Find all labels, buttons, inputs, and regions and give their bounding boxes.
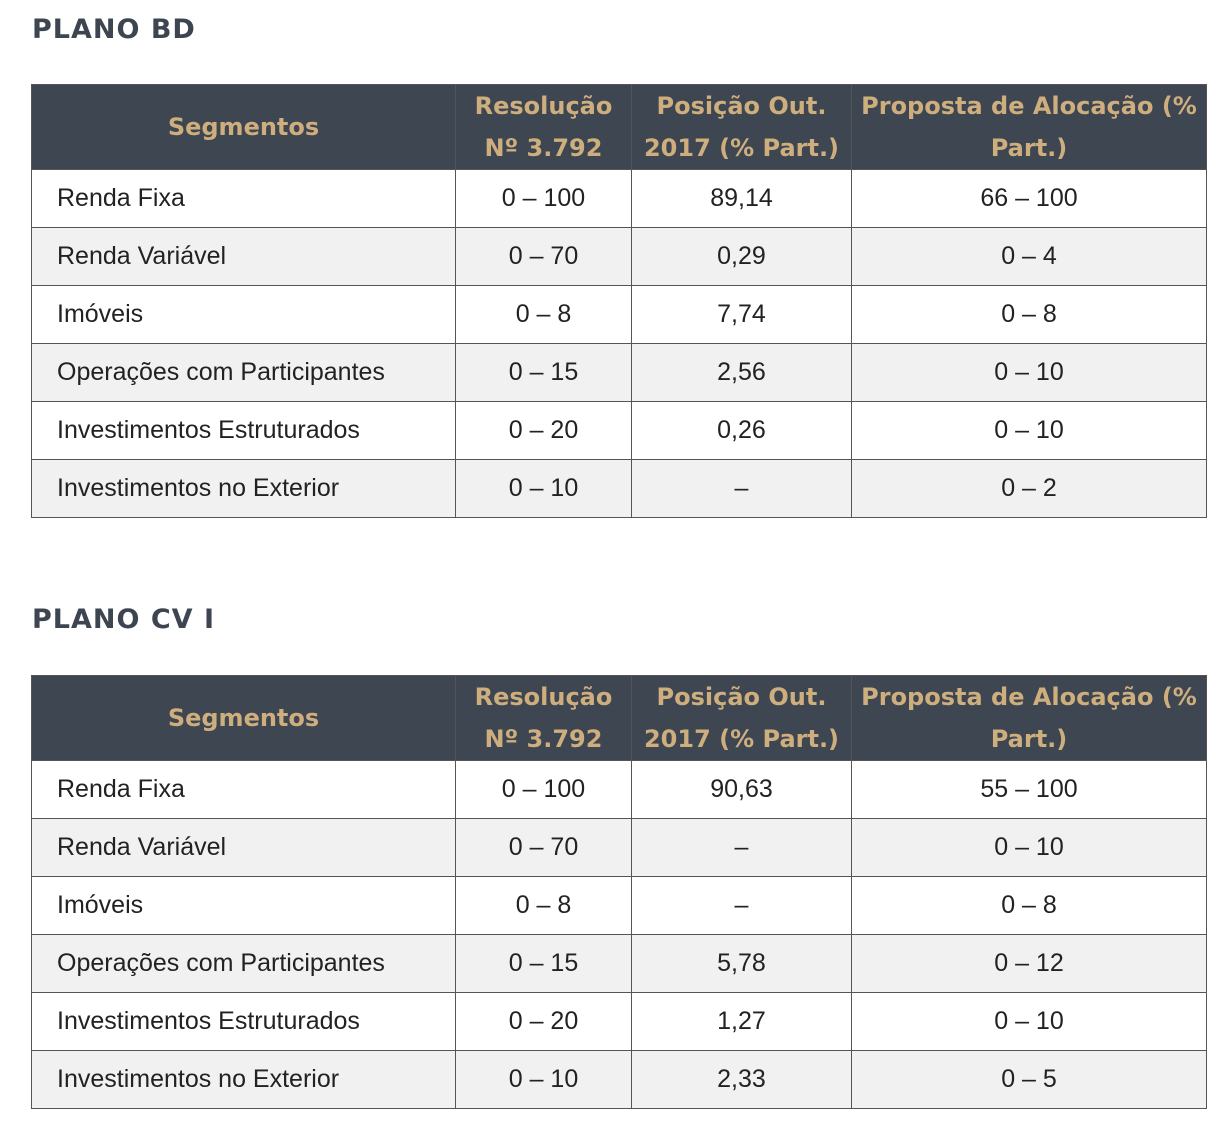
allocation-table-plano-bd: Segmentos Resolução Nº 3.792 Posição Out…	[31, 84, 1207, 518]
cell-proposta: 0 – 10	[851, 992, 1207, 1051]
table-row: Renda Fixa 0 – 100 89,14 66 – 100	[31, 169, 1207, 228]
cell-resolucao: 0 – 15	[455, 343, 632, 402]
cell-posicao: 89,14	[631, 169, 852, 228]
cell-proposta: 0 – 2	[851, 459, 1207, 518]
table-header-row: Segmentos Resolução Nº 3.792 Posição Out…	[31, 675, 1207, 761]
cell-resolucao: 0 – 10	[455, 459, 632, 518]
cell-posicao: –	[631, 818, 852, 877]
cell-posicao: 0,29	[631, 227, 852, 286]
cell-posicao: 2,56	[631, 343, 852, 402]
cell-resolucao: 0 – 20	[455, 992, 632, 1051]
cell-segment: Operações com Participantes	[31, 934, 456, 993]
cell-resolucao: 0 – 100	[455, 169, 632, 228]
table-row: Renda Fixa 0 – 100 90,63 55 – 100	[31, 760, 1207, 819]
cell-posicao: –	[631, 459, 852, 518]
cell-proposta: 55 – 100	[851, 760, 1207, 819]
cell-segment: Operações com Participantes	[31, 343, 456, 402]
header-segmentos: Segmentos	[31, 84, 456, 170]
section-title-plano-bd: PLANO BD	[32, 14, 196, 45]
cell-proposta: 0 – 12	[851, 934, 1207, 993]
cell-proposta: 0 – 8	[851, 876, 1207, 935]
cell-segment: Imóveis	[31, 876, 456, 935]
cell-resolucao: 0 – 70	[455, 818, 632, 877]
cell-resolucao: 0 – 100	[455, 760, 632, 819]
header-resolucao: Resolução Nº 3.792	[455, 675, 632, 761]
cell-proposta: 66 – 100	[851, 169, 1207, 228]
table-row: Investimentos Estruturados 0 – 20 0,26 0 – …	[31, 401, 1207, 460]
cell-posicao: 0,26	[631, 401, 852, 460]
table-row: Imóveis 0 – 8–0 – 8	[31, 876, 1207, 935]
cell-resolucao: 0 – 10	[455, 1050, 632, 1109]
cell-resolucao: 0 – 70	[455, 227, 632, 286]
cell-segment: Renda Variável	[31, 818, 456, 877]
table-row: Investimentos no Exterior 0 – 10–0 – 2	[31, 459, 1207, 518]
table-row: Imóveis 0 – 8 7,74 0 – 8	[31, 285, 1207, 344]
allocation-table-plano-cv-i: Segmentos Resolução Nº 3.792 Posição Out…	[31, 675, 1207, 1109]
table-row: Operações com Participantes 0 – 15 5,78 0 –…	[31, 934, 1207, 993]
cell-posicao: 5,78	[631, 934, 852, 993]
cell-proposta: 0 – 10	[851, 343, 1207, 402]
cell-segment: Investimentos Estruturados	[31, 401, 456, 460]
table-row: Investimentos Estruturados 0 – 20 1,27 0 – …	[31, 992, 1207, 1051]
section-title-plano-cv-i: PLANO CV I	[32, 604, 215, 635]
cell-segment: Renda Variável	[31, 227, 456, 286]
cell-segment: Investimentos Estruturados	[31, 992, 456, 1051]
table-row: Renda Variável 0 – 70–0 – 10	[31, 818, 1207, 877]
table-header-row: Segmentos Resolução Nº 3.792 Posição Out…	[31, 84, 1207, 170]
header-proposta: Proposta de Alocação (% Part.)	[851, 675, 1207, 761]
header-posicao: Posição Out. 2017 (% Part.)	[631, 84, 852, 170]
header-segmentos: Segmentos	[31, 675, 456, 761]
cell-segment: Renda Fixa	[31, 169, 456, 228]
table-row: Renda Variável 0 – 70 0,29 0 – 4	[31, 227, 1207, 286]
cell-resolucao: 0 – 8	[455, 285, 632, 344]
header-proposta: Proposta de Alocação (% Part.)	[851, 84, 1207, 170]
cell-resolucao: 0 – 15	[455, 934, 632, 993]
cell-proposta: 0 – 10	[851, 818, 1207, 877]
cell-resolucao: 0 – 8	[455, 876, 632, 935]
cell-posicao: 7,74	[631, 285, 852, 344]
table-row: Investimentos no Exterior 0 – 10 2,33 0 – 5	[31, 1050, 1207, 1109]
header-resolucao: Resolução Nº 3.792	[455, 84, 632, 170]
cell-proposta: 0 – 8	[851, 285, 1207, 344]
table-row: Operações com Participantes 0 – 15 2,56 0 –…	[31, 343, 1207, 402]
cell-proposta: 0 – 4	[851, 227, 1207, 286]
cell-segment: Investimentos no Exterior	[31, 1050, 456, 1109]
cell-segment: Imóveis	[31, 285, 456, 344]
cell-resolucao: 0 – 20	[455, 401, 632, 460]
cell-segment: Renda Fixa	[31, 760, 456, 819]
header-posicao: Posição Out. 2017 (% Part.)	[631, 675, 852, 761]
cell-posicao: 1,27	[631, 992, 852, 1051]
cell-posicao: –	[631, 876, 852, 935]
cell-segment: Investimentos no Exterior	[31, 459, 456, 518]
cell-proposta: 0 – 5	[851, 1050, 1207, 1109]
cell-posicao: 90,63	[631, 760, 852, 819]
cell-proposta: 0 – 10	[851, 401, 1207, 460]
cell-posicao: 2,33	[631, 1050, 852, 1109]
